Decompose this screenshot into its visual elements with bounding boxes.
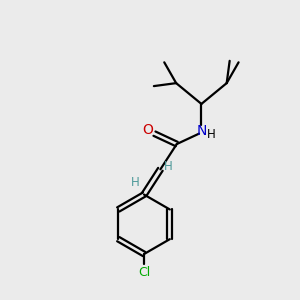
Text: O: O xyxy=(142,123,153,137)
Text: H: H xyxy=(131,176,140,189)
Text: Cl: Cl xyxy=(138,266,150,279)
Text: N: N xyxy=(196,124,207,138)
Text: H: H xyxy=(164,160,173,173)
Text: H: H xyxy=(207,128,216,141)
